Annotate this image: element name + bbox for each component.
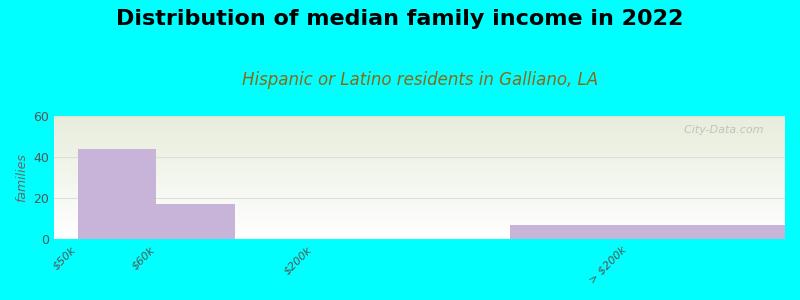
Title: Hispanic or Latino residents in Galliano, LA: Hispanic or Latino residents in Galliano…: [242, 71, 598, 89]
Text: City-Data.com: City-Data.com: [677, 125, 763, 135]
Bar: [78, 148, 157, 239]
Bar: [510, 225, 785, 239]
Text: Distribution of median family income in 2022: Distribution of median family income in …: [116, 9, 684, 29]
Y-axis label: families: families: [15, 153, 28, 202]
Bar: [157, 204, 235, 239]
